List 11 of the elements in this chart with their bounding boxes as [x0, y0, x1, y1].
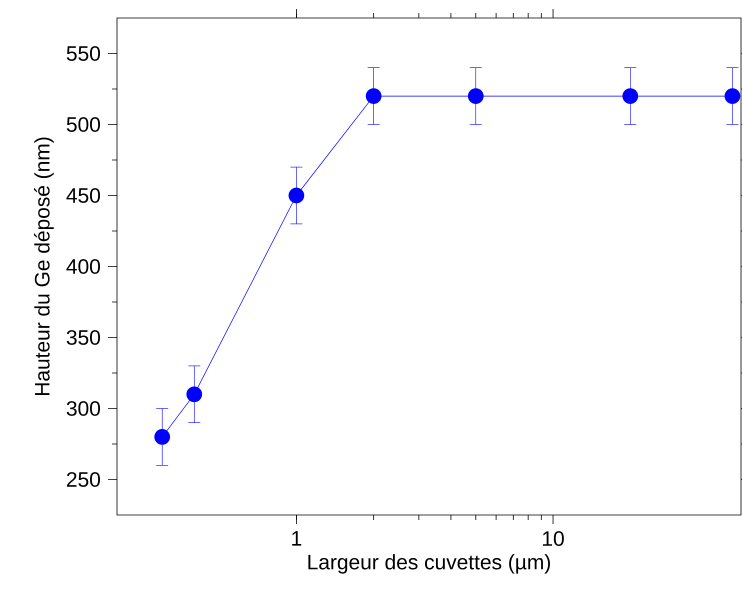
- y-tick-label: 400: [66, 259, 100, 274]
- y-tick-label: 250: [66, 472, 100, 487]
- y-tick-label: 350: [66, 330, 100, 345]
- y-axis-title: Hauteur du Ge déposé (nm): [34, 138, 54, 396]
- y-tick-label: 450: [66, 188, 100, 203]
- x-tick-label: 1: [292, 531, 302, 546]
- y-tick-label: 550: [66, 46, 100, 61]
- x-axis-title: Largeur des cuvettes (µm): [308, 554, 550, 574]
- y-tick-label: 300: [66, 401, 100, 416]
- x-tick-label: 10: [543, 531, 564, 546]
- y-tick-label: 500: [66, 117, 100, 132]
